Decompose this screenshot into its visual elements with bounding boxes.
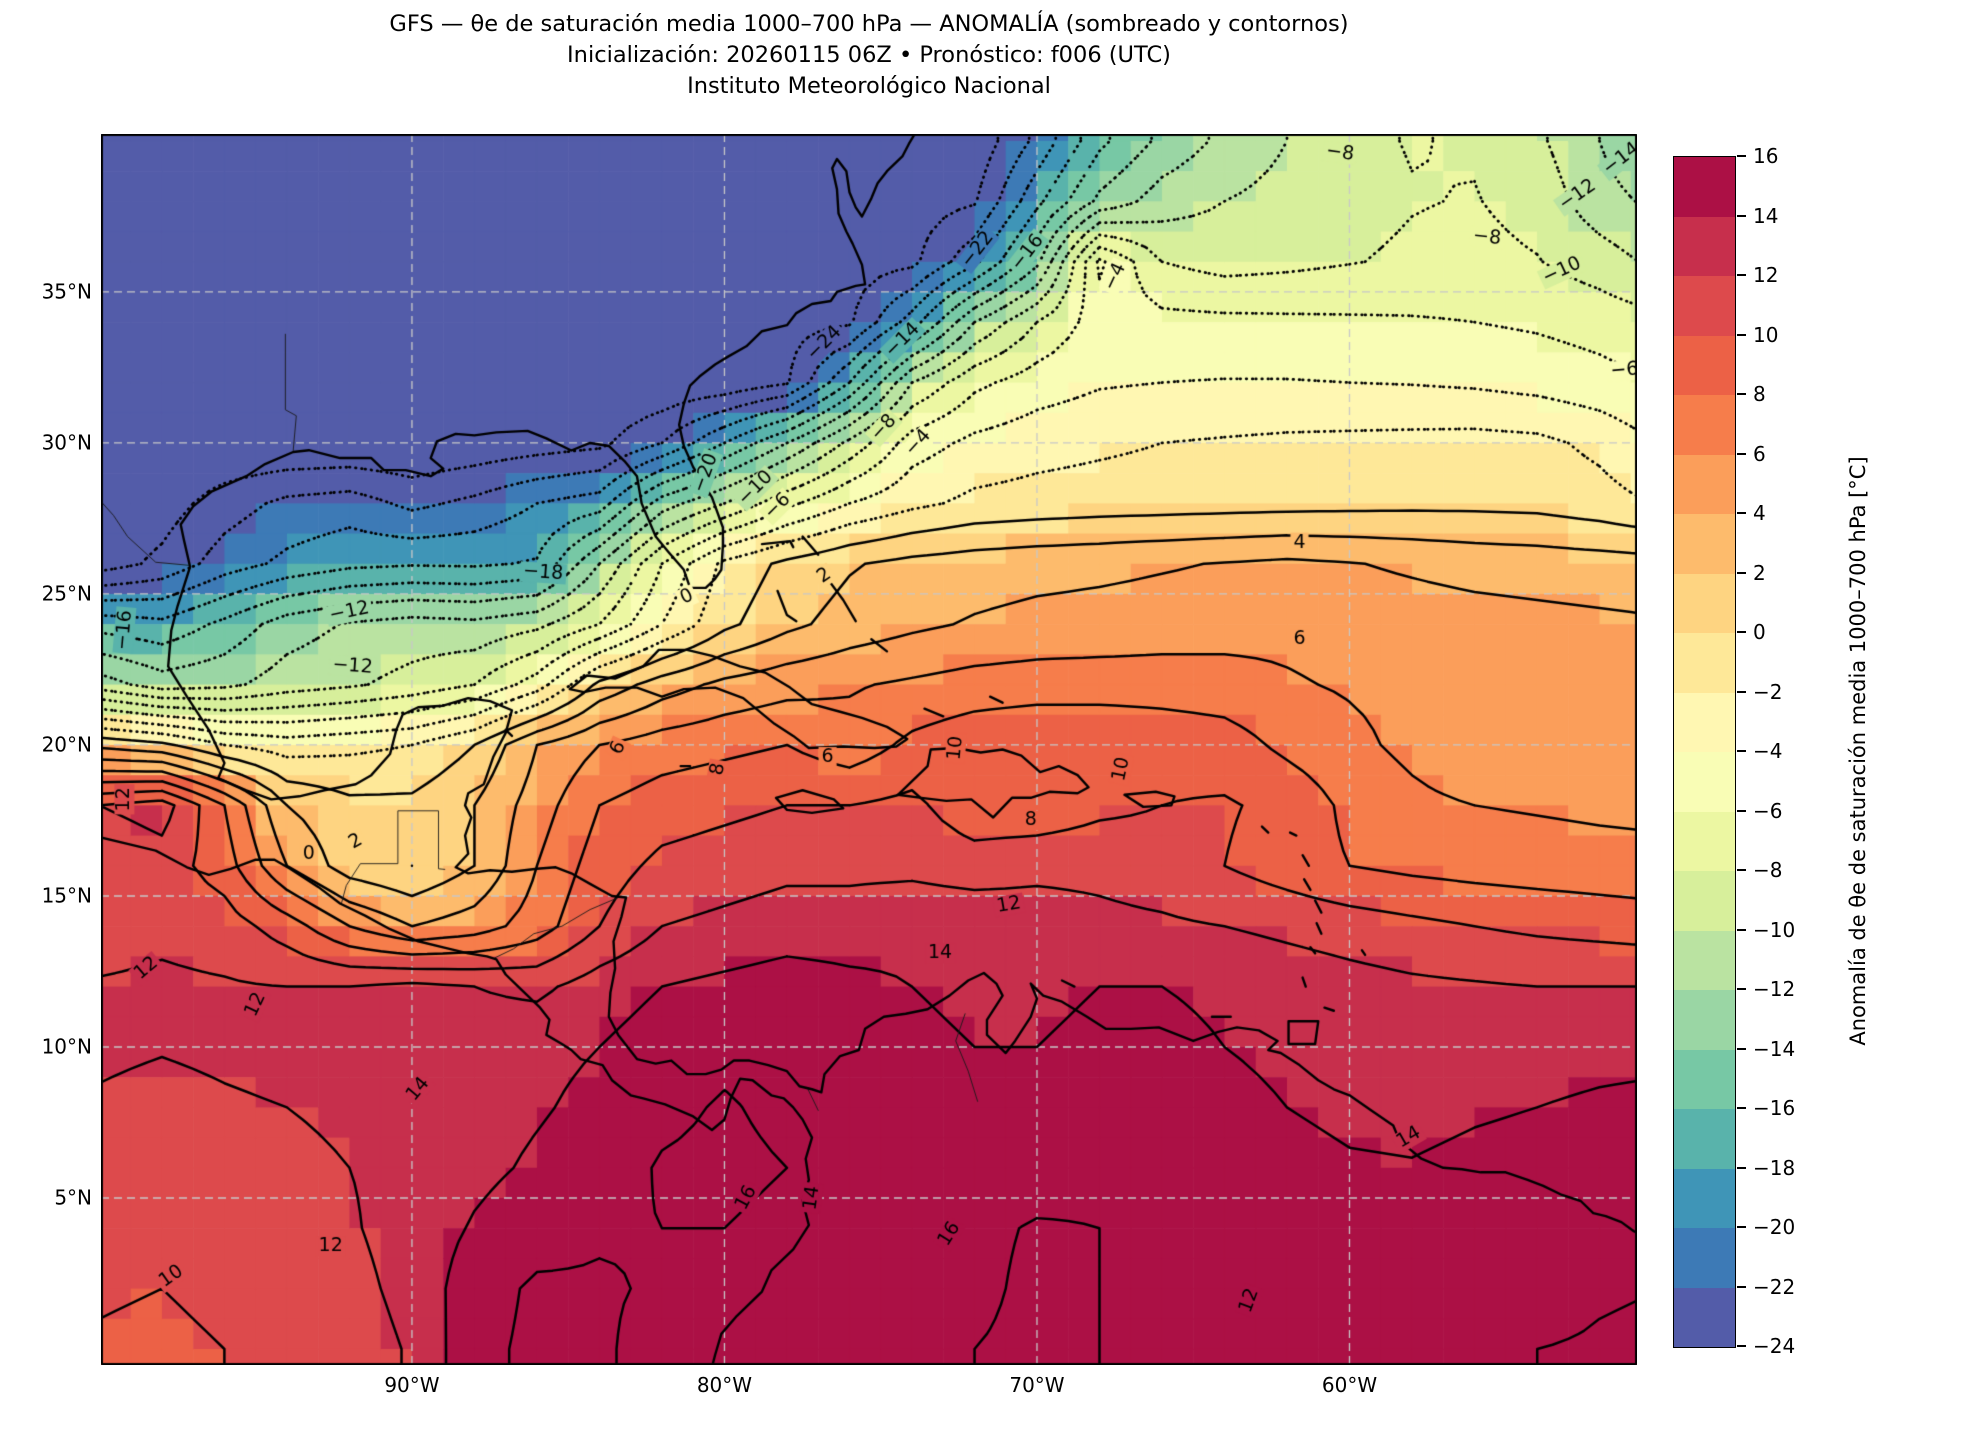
colorbar-segment (1674, 573, 1735, 633)
colorbar-tick-label: 6 (1753, 441, 1766, 466)
colorbar-tick-label: −4 (1753, 739, 1783, 763)
colorbar-tick-mark (1737, 214, 1746, 217)
colorbar-segment (1674, 1109, 1735, 1169)
colorbar-tick-label: −24 (1753, 1334, 1796, 1358)
colorbar-segment (1674, 1287, 1735, 1347)
colorbar-segment (1674, 157, 1735, 217)
colorbar-tick-mark (1737, 750, 1746, 752)
lon-tick-label: 60°W (1321, 1373, 1378, 1397)
colorbar-tick-label: −20 (1753, 1215, 1796, 1239)
colorbar-tick-mark (1737, 1226, 1746, 1228)
lat-tick-label: 30°N (41, 430, 92, 455)
colorbar-tick-label: −14 (1753, 1036, 1796, 1061)
colorbar-segment (1674, 335, 1735, 395)
anomaly-map-canvas (101, 134, 1637, 1365)
colorbar-tick-label: 8 (1753, 382, 1766, 406)
colorbar-tick-label: 12 (1753, 263, 1779, 287)
colorbar-tick-label: 16 (1753, 144, 1779, 168)
colorbar-segment (1674, 395, 1735, 455)
colorbar-tick-mark (1737, 452, 1746, 455)
lat-tick-label: 15°N (41, 883, 92, 908)
colorbar-tick-label: 10 (1753, 322, 1779, 347)
colorbar-tick-label: −12 (1753, 977, 1796, 1001)
colorbar-segment (1674, 514, 1735, 574)
colorbar-segment (1674, 454, 1735, 514)
colorbar-tick-mark (1737, 869, 1746, 871)
colorbar-tick-mark (1737, 988, 1746, 990)
colorbar-tick-mark (1737, 512, 1746, 514)
colorbar-segment (1674, 930, 1735, 990)
lat-tick-label: 5°N (54, 1185, 92, 1210)
colorbar-tick-mark (1737, 333, 1746, 336)
colorbar-tick-mark (1737, 631, 1746, 633)
colorbar-segment (1674, 990, 1735, 1050)
colorbar-tick-mark (1737, 1345, 1746, 1347)
colorbar-tick-label: −8 (1753, 858, 1783, 882)
lat-tick-label: 25°N (41, 581, 92, 606)
colorbar-tick-mark (1737, 155, 1746, 157)
colorbar-tick-label: −6 (1753, 798, 1783, 823)
colorbar-tick-mark (1737, 1107, 1746, 1109)
lon-tick-label: 80°W (696, 1373, 753, 1397)
colorbar-tick-mark (1737, 809, 1746, 812)
lon-tick-label: 90°W (384, 1373, 440, 1397)
colorbar-segment (1674, 811, 1735, 871)
colorbar-segment (1674, 633, 1735, 693)
plot-institution: Instituto Meteorológico Nacional (687, 73, 1051, 99)
colorbar-tick-label: −16 (1753, 1096, 1796, 1120)
colorbar-segment (1674, 1049, 1735, 1109)
colorbar-title: Anomalía de θe de saturación media 1000–… (1846, 456, 1870, 1046)
lat-tick-label: 35°N (41, 279, 92, 304)
colorbar-segment (1674, 752, 1735, 812)
colorbar-tick-mark (1737, 1047, 1746, 1050)
colorbar-segment (1674, 1168, 1735, 1228)
colorbar-segment (1674, 276, 1735, 336)
colorbar-tick-label: −22 (1753, 1274, 1796, 1299)
colorbar-segment (1674, 692, 1735, 752)
plot-subtitle-init-forecast: Inicialización: 20260115 06Z • Pronóstic… (567, 42, 1171, 68)
colorbar-tick-label: 14 (1753, 203, 1779, 228)
colorbar-tick-label: 4 (1753, 501, 1766, 525)
lat-tick-label: 20°N (41, 732, 92, 757)
colorbar (1673, 156, 1736, 1348)
colorbar-tick-label: −10 (1753, 917, 1796, 942)
colorbar-tick-label: −2 (1753, 679, 1783, 704)
colorbar-tick-label: 2 (1753, 560, 1766, 585)
colorbar-tick-mark (1737, 1285, 1746, 1288)
colorbar-tick-mark (1737, 690, 1746, 693)
colorbar-tick-label: −18 (1753, 1155, 1796, 1180)
colorbar-segment (1674, 871, 1735, 931)
colorbar-tick-mark (1737, 928, 1746, 931)
colorbar-tick-mark (1737, 274, 1746, 276)
colorbar-tick-label: 0 (1753, 620, 1766, 644)
lat-tick-label: 10°N (41, 1034, 92, 1059)
colorbar-tick-mark (1737, 571, 1746, 574)
plot-title: GFS — θe de saturación media 1000–700 hP… (389, 11, 1349, 37)
lon-tick-label: 70°W (1009, 1373, 1065, 1397)
colorbar-segment (1674, 216, 1735, 276)
colorbar-tick-mark (1737, 1166, 1746, 1169)
title-block: GFS — θe de saturación media 1000–700 hP… (101, 9, 1637, 102)
colorbar-tick-mark (1737, 393, 1746, 395)
colorbar-segment (1674, 1228, 1735, 1288)
